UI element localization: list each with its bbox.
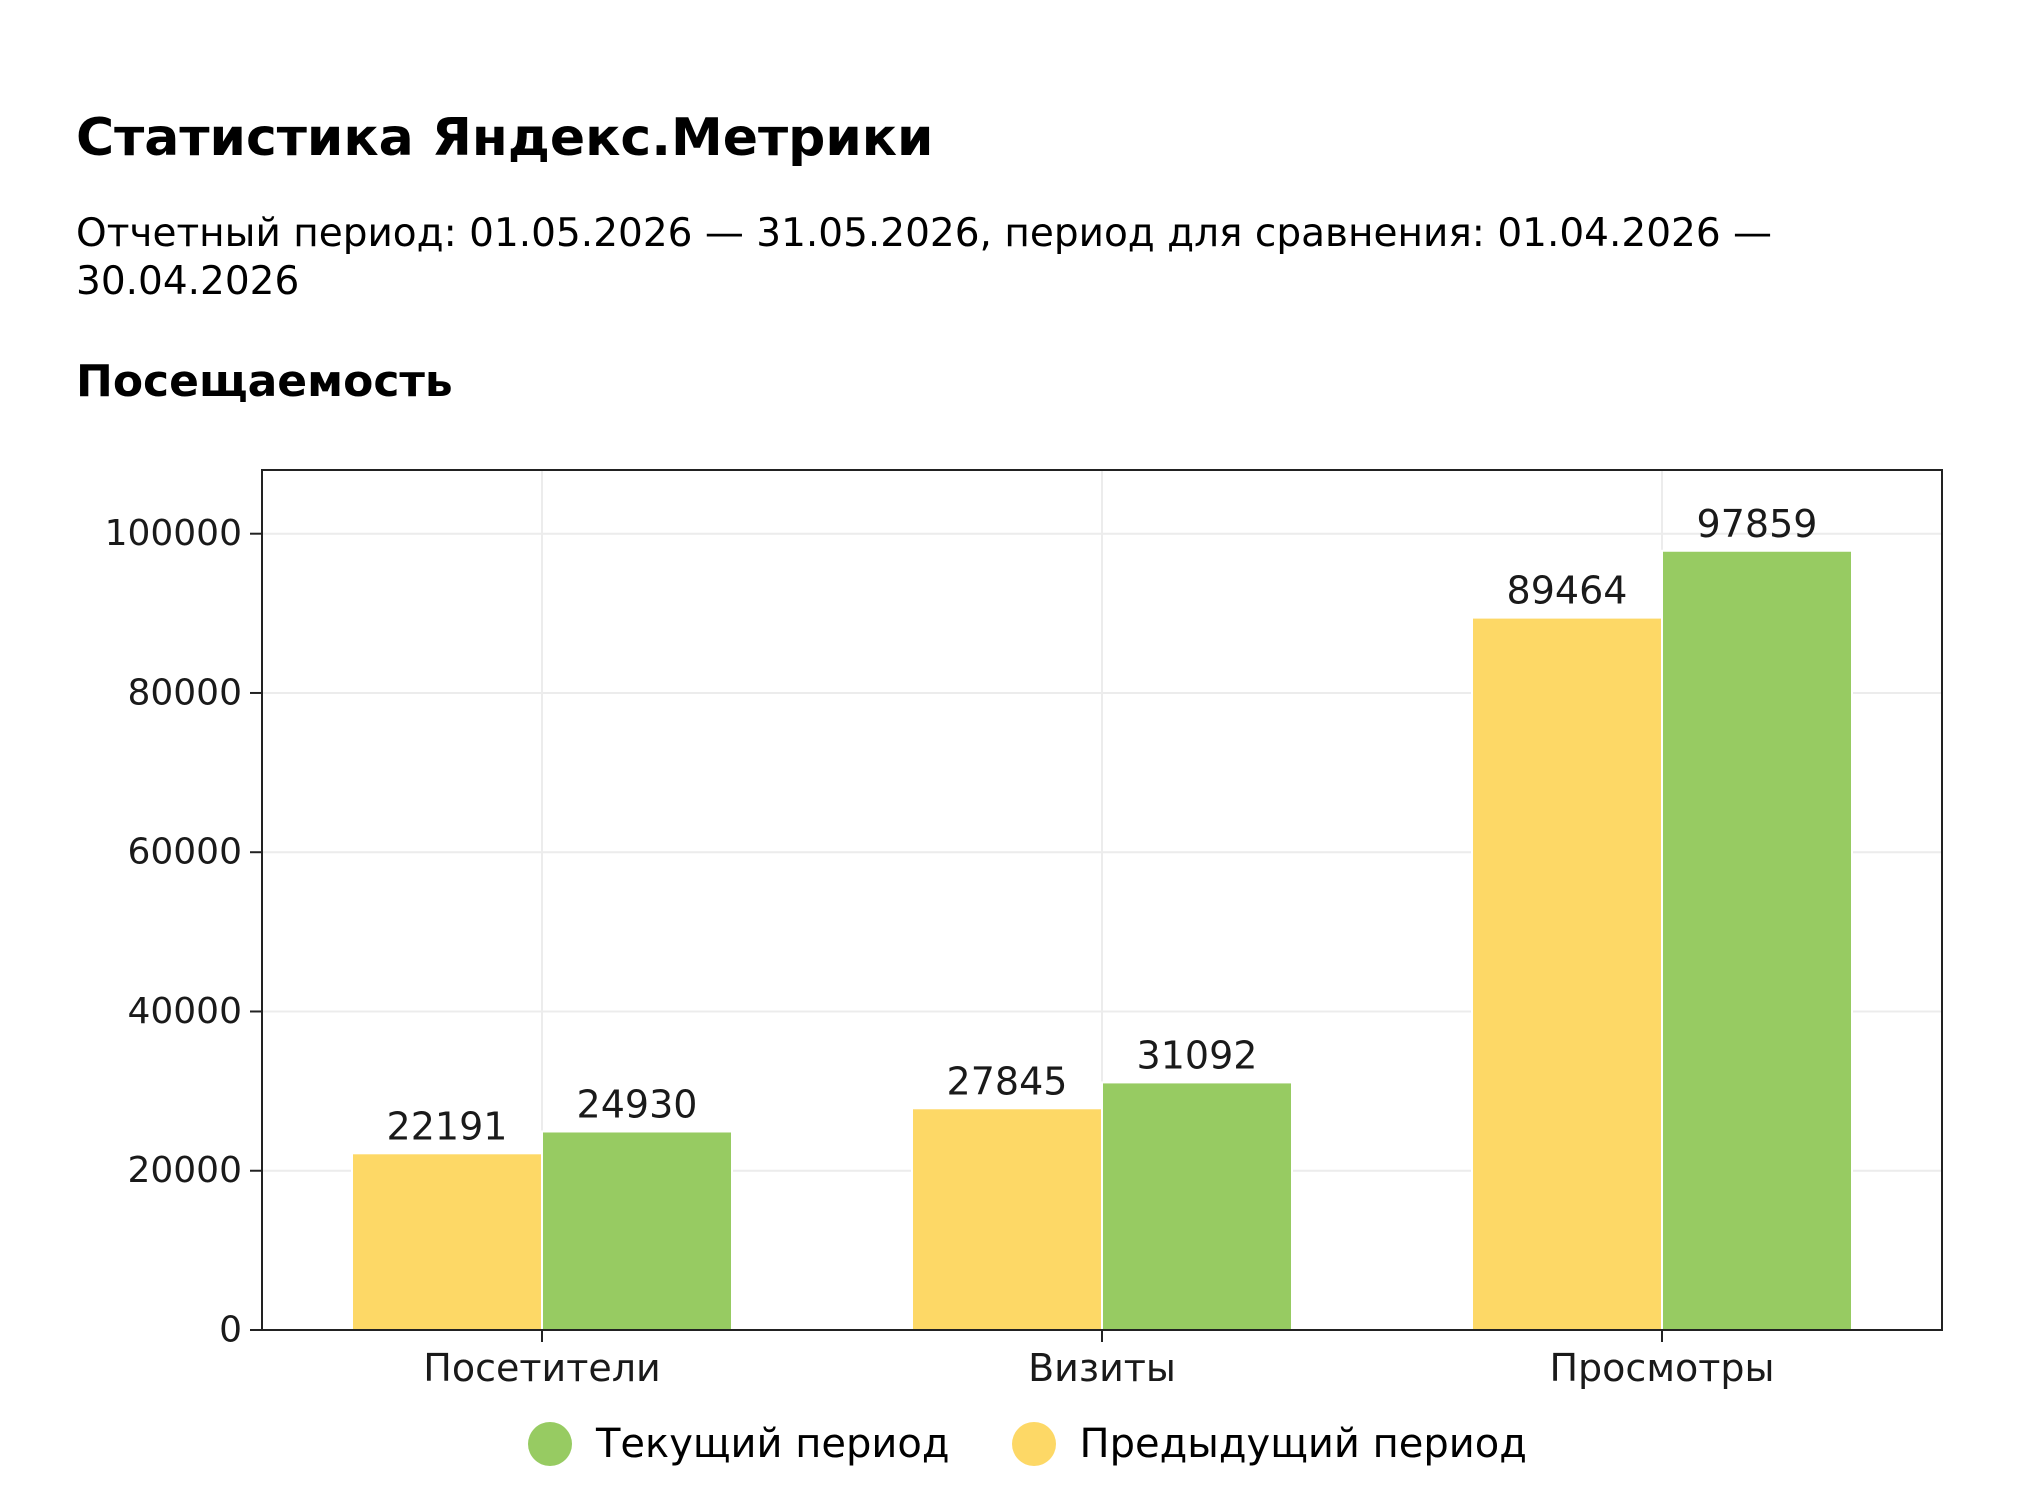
- plot-frame: [261, 469, 1943, 1331]
- chart-legend: Текущий период Предыдущий период: [528, 1416, 1527, 1472]
- y-tick-label: 20000: [127, 1150, 242, 1191]
- y-tick-label: 60000: [127, 832, 242, 873]
- legend-swatch-previous: [1011, 1422, 1056, 1466]
- bar-value-label: 89464: [1507, 569, 1628, 613]
- chart-axes: 0 20000 40000 60000 80000 100000 Посетители Виз…: [105, 469, 1943, 1390]
- x-category-label: Посетители: [423, 1346, 660, 1390]
- bar-current: [1101, 1081, 1293, 1331]
- legend-item-current: Текущий период: [528, 1420, 950, 1468]
- bar-previous: [911, 1107, 1103, 1331]
- y-tick-label: 100000: [105, 513, 242, 554]
- bar-previous: [351, 1152, 543, 1332]
- bar-current: [541, 1130, 733, 1331]
- chart-bars: [351, 549, 1853, 1332]
- legend-item-previous: Предыдущий период: [1011, 1420, 1527, 1468]
- bar-value-label: 22191: [387, 1104, 508, 1148]
- legend-label-current: Текущий период: [596, 1421, 950, 1467]
- y-tick-label: 40000: [127, 991, 242, 1032]
- report-period: Отчетный период: 01.05.2026 — 31.05.2026…: [76, 211, 1773, 304]
- bar-value-label: 24930: [577, 1082, 698, 1126]
- legend-swatch-current: [528, 1422, 572, 1466]
- traffic-bar-chart: 22191 27845 89464 24930 31092 97859 0 20000 400…: [105, 469, 1943, 1390]
- bar-value-label: 31092: [1137, 1033, 1258, 1077]
- chart-value-labels: 22191 27845 89464 24930 31092 97859: [387, 502, 1818, 1149]
- bar-previous: [1471, 616, 1663, 1331]
- y-tick-label: 0: [219, 1310, 242, 1351]
- report-title: Статистика Яндекс.Метрики: [76, 108, 934, 168]
- bar-value-label: 97859: [1697, 502, 1818, 546]
- bar-value-label: 27845: [947, 1059, 1068, 1103]
- legend-label-previous: Предыдущий период: [1079, 1421, 1527, 1467]
- section-title-traffic: Посещаемость: [76, 356, 453, 407]
- y-tick-label: 80000: [127, 672, 242, 713]
- bar-current: [1661, 549, 1853, 1331]
- x-category-label: Визиты: [1028, 1346, 1176, 1390]
- x-category-label: Просмотры: [1549, 1346, 1774, 1390]
